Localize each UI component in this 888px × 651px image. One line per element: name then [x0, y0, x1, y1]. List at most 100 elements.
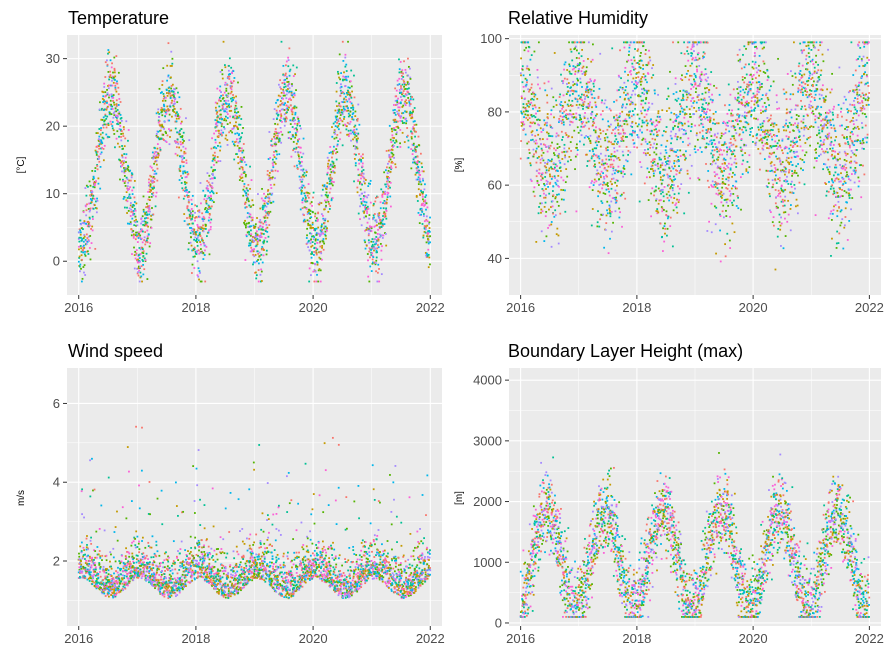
data-point — [396, 146, 399, 148]
data-point — [229, 129, 232, 132]
data-point — [667, 156, 670, 159]
data-point — [606, 163, 608, 165]
data-point — [394, 129, 397, 131]
data-point — [238, 133, 241, 136]
data-point — [269, 210, 272, 213]
data-point — [391, 155, 394, 158]
data-point — [566, 86, 569, 88]
data-point — [606, 212, 609, 215]
data-point — [264, 237, 267, 239]
data-point — [242, 149, 245, 152]
data-point — [337, 119, 339, 122]
data-point — [229, 87, 232, 89]
data-point — [155, 151, 158, 153]
data-point — [424, 231, 427, 234]
data-point — [104, 95, 107, 98]
data-point — [269, 144, 272, 147]
data-point — [608, 158, 611, 161]
data-point — [313, 280, 316, 283]
data-point — [582, 107, 584, 110]
data-point — [396, 120, 399, 123]
data-point — [77, 238, 80, 240]
data-point — [398, 83, 401, 86]
data-point — [579, 96, 582, 99]
data-point — [116, 119, 118, 122]
data-point — [134, 238, 137, 241]
data-point — [629, 110, 632, 113]
data-point — [598, 157, 601, 160]
data-point — [608, 107, 611, 110]
data-point — [679, 113, 682, 116]
data-point — [299, 178, 302, 181]
data-point — [237, 128, 239, 130]
data-point — [203, 227, 206, 230]
data-point — [554, 181, 557, 184]
data-point — [220, 134, 223, 137]
data-point — [146, 221, 149, 224]
data-point — [394, 113, 397, 116]
data-point — [378, 214, 380, 216]
data-point — [262, 254, 265, 257]
data-point — [657, 112, 660, 115]
data-point — [339, 78, 342, 81]
data-point — [172, 90, 175, 93]
data-point — [299, 161, 302, 164]
data-point — [575, 118, 578, 121]
data-point — [196, 260, 199, 263]
data-point — [161, 84, 164, 86]
data-point — [528, 90, 530, 93]
data-point — [306, 200, 309, 203]
data-point — [416, 155, 419, 158]
data-point — [354, 110, 357, 113]
data-point — [114, 88, 117, 91]
data-point — [175, 112, 177, 115]
data-point — [183, 170, 186, 173]
data-point — [128, 222, 131, 225]
data-point — [385, 166, 388, 169]
data-point — [556, 143, 559, 145]
data-point — [211, 186, 214, 189]
data-point — [144, 221, 147, 223]
data-point — [528, 152, 531, 154]
data-point — [252, 224, 255, 227]
data-point — [548, 173, 551, 176]
data-point — [592, 90, 595, 92]
data-point — [297, 154, 300, 156]
data-point — [195, 253, 198, 255]
data-point — [590, 113, 593, 116]
data-point — [634, 130, 636, 133]
data-point — [594, 101, 597, 104]
data-point — [564, 156, 567, 159]
data-point — [251, 248, 254, 251]
data-point — [610, 200, 613, 203]
data-point — [282, 97, 284, 100]
data-point — [340, 85, 343, 88]
data-point — [661, 109, 664, 112]
data-point — [654, 163, 657, 166]
data-point — [622, 154, 625, 157]
data-point — [695, 87, 698, 90]
data-point — [636, 72, 638, 74]
data-point — [314, 219, 317, 222]
data-point — [290, 99, 292, 101]
data-point — [87, 222, 90, 225]
data-point — [297, 139, 299, 142]
data-point — [626, 123, 629, 126]
data-point — [537, 145, 540, 148]
data-point — [599, 183, 602, 186]
data-point — [568, 112, 571, 115]
data-point — [622, 103, 624, 106]
data-point — [661, 164, 664, 167]
data-point — [80, 247, 83, 250]
data-point — [664, 222, 666, 225]
data-point — [182, 165, 185, 168]
data-point — [105, 133, 108, 136]
data-point — [149, 165, 152, 168]
data-point — [234, 104, 237, 107]
data-point — [287, 131, 290, 134]
data-point — [565, 116, 567, 119]
data-point — [183, 152, 186, 155]
data-point — [620, 125, 623, 128]
data-point — [173, 111, 176, 113]
data-point — [568, 70, 571, 73]
